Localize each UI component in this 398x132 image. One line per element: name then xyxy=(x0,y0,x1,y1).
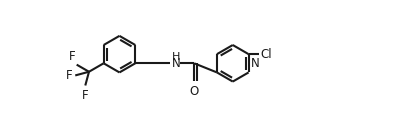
Text: Cl: Cl xyxy=(261,48,272,61)
Text: F: F xyxy=(82,89,89,102)
Text: H: H xyxy=(172,52,180,62)
Text: N: N xyxy=(251,57,260,70)
Text: O: O xyxy=(189,85,199,98)
Text: F: F xyxy=(69,50,75,63)
Text: F: F xyxy=(66,69,72,82)
Text: N: N xyxy=(172,57,181,70)
